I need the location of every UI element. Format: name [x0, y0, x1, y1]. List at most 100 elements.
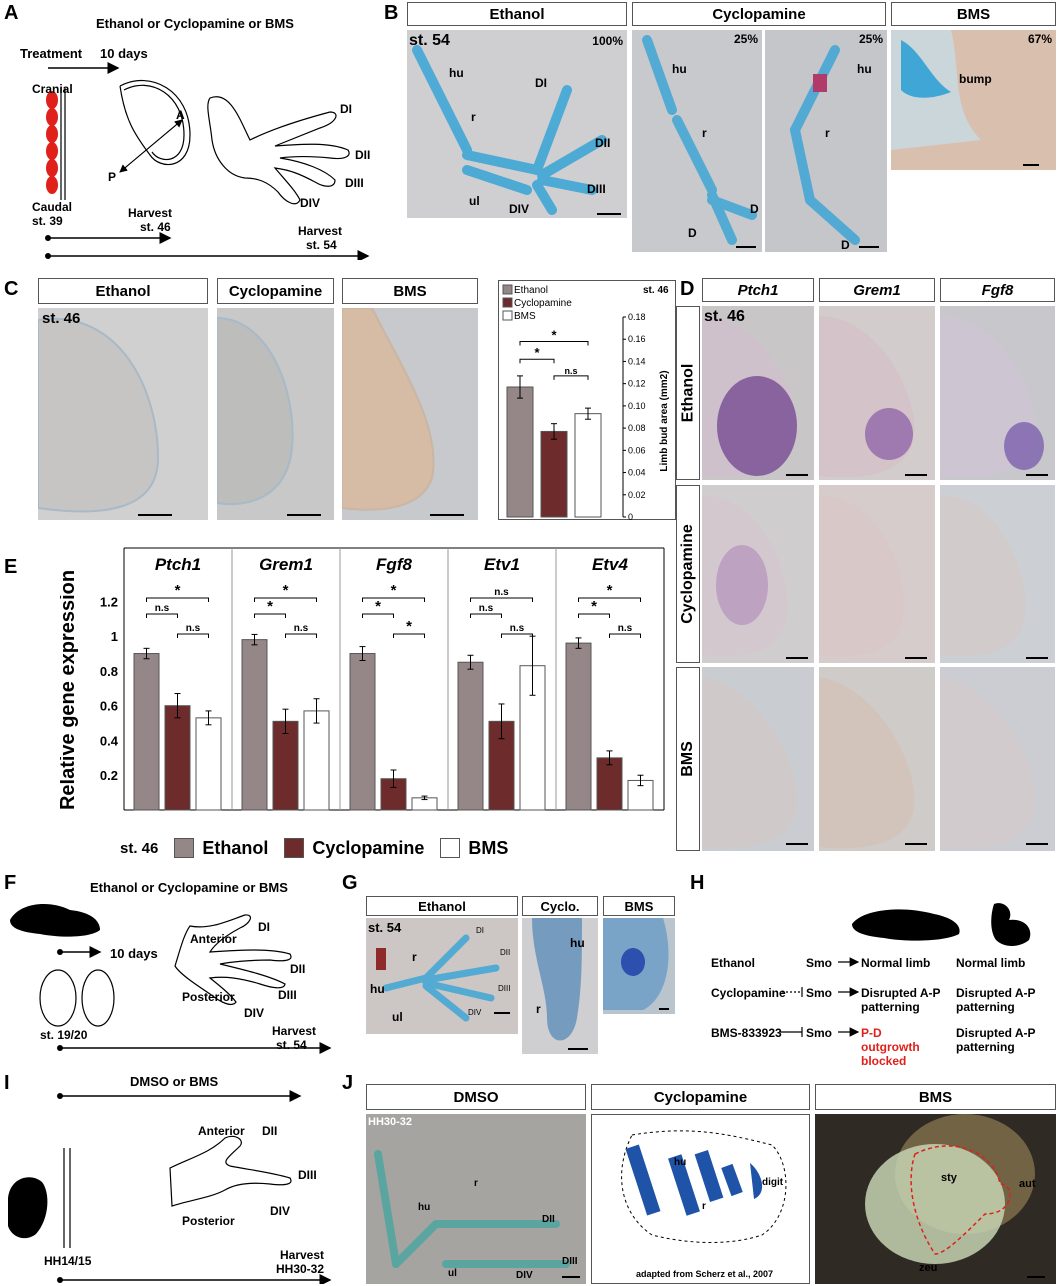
limb-label: hu — [672, 62, 687, 76]
harvest-label: Harvest — [280, 1248, 325, 1262]
sig-label: n.s — [155, 603, 170, 614]
digit-label: DIII — [345, 176, 364, 190]
sig-label: n.s — [186, 623, 201, 634]
bar-cyclopamine — [540, 430, 568, 518]
sig-label: n.s — [564, 366, 577, 376]
stage-label: st. 54 — [409, 32, 450, 49]
header-bms: BMS — [342, 278, 478, 304]
limb-label: DIII — [498, 984, 511, 993]
panel-i-schematic — [8, 1090, 332, 1284]
credit-label: adapted from Scherz et al., 2007 — [636, 1269, 774, 1279]
gene-label: Etv1 — [484, 555, 520, 574]
fgf8-ethanol-photo — [940, 306, 1055, 480]
limb-label: D — [750, 202, 759, 216]
ethanol-bud-photo: st. 46 — [38, 308, 208, 520]
limb-label: DI — [476, 926, 484, 935]
sig-label: * — [406, 618, 412, 635]
limb-label: hu — [857, 62, 872, 76]
y-tick-label: 0.2 — [100, 768, 118, 783]
header-bms: BMS — [815, 1084, 1056, 1110]
y-tick-label: 0.04 — [628, 468, 646, 478]
panel-a-days: 10 days — [100, 46, 148, 61]
grem1-cyclopamine-photo — [819, 485, 935, 663]
limb-label: hu — [570, 936, 585, 950]
digit-label: DI — [258, 920, 270, 934]
gene-expression-chart: Relative gene expression 0.2 0.4 0.6 0.8 1 1.2… — [57, 540, 674, 840]
limb-label: DIV — [468, 1008, 482, 1017]
h-drug: Ethanol — [711, 956, 755, 970]
header-ethanol: Ethanol — [38, 278, 208, 304]
sig-bracket — [362, 613, 394, 618]
harvest-46-stage: st. 46 — [140, 220, 171, 234]
sig-bracket — [362, 597, 425, 602]
sig-bracket — [146, 597, 209, 602]
sig-label: * — [607, 582, 613, 599]
legend-bms: BMS — [468, 837, 509, 858]
limb-label: D — [688, 226, 697, 240]
h-drug: Cyclopamine — [711, 986, 786, 1000]
sig-bracket — [177, 633, 209, 638]
chart-e-legend: st. 46 Ethanol Cyclopamine BMS — [120, 836, 540, 860]
legend-stage: st. 46 — [120, 839, 159, 857]
header-dmso: DMSO — [366, 1084, 586, 1110]
harvest-stage: st. 54 — [276, 1038, 307, 1052]
y-tick-label: 0.16 — [628, 334, 646, 344]
limb-label: r — [702, 126, 707, 140]
sig-label: * — [175, 582, 181, 599]
bar-etv4-cyclopamine — [596, 757, 623, 811]
digit-label: DIII — [278, 988, 297, 1002]
limb-label: DIV — [509, 202, 530, 216]
panel-a-label: A — [4, 2, 19, 24]
bar-ethanol — [506, 386, 534, 518]
header-ptch1: Ptch1 — [702, 278, 814, 302]
limb-label: digit — [762, 1177, 784, 1188]
sig-label: * — [391, 582, 397, 599]
header-bms: BMS — [603, 896, 675, 916]
harvest-54-stage: st. 54 — [306, 238, 337, 252]
panel-h-label: H — [690, 872, 705, 894]
limb-label: ul — [392, 1010, 403, 1024]
sig-bracket — [501, 633, 533, 638]
limb-label: DII — [500, 948, 511, 957]
h-target: Smo — [806, 986, 833, 1000]
y-tick-label: 0.08 — [628, 423, 646, 433]
grem1-ethanol-photo — [819, 306, 935, 480]
axis-a-label: A — [176, 108, 185, 122]
bms-wing-photo: sty aut zeu — [815, 1114, 1056, 1284]
sig-bracket — [470, 613, 502, 618]
panel-g-label: G — [342, 872, 358, 894]
sig-label: n.s — [479, 603, 494, 614]
limb-label: hu — [449, 66, 464, 80]
panel-c-label: C — [4, 278, 19, 300]
limb-label: hu — [674, 1157, 687, 1168]
panel-a-treatment: Treatment — [20, 46, 83, 61]
sig-bracket — [578, 613, 610, 618]
harvest-46-label: Harvest — [128, 206, 173, 220]
stage-hh14-label: HH14/15 — [44, 1254, 92, 1268]
ethanol-limb-photo: st. 54 100% hu r ul DI DII DIII DIV — [407, 30, 627, 218]
percent-label: 100% — [592, 34, 623, 48]
harvest-label: Harvest — [272, 1024, 317, 1038]
limb-label: DIII — [562, 1256, 578, 1267]
stage-label: HH30-32 — [368, 1116, 413, 1128]
cyclopamine-limb-photo-1: 25% hu r D D — [632, 30, 762, 252]
y-tick-label: 1.2 — [100, 594, 118, 609]
limb-label: sty — [941, 1172, 957, 1184]
limb-label: D — [841, 238, 850, 252]
y-tick-label: 0.06 — [628, 445, 646, 455]
bms-limb-photo — [603, 918, 675, 1014]
limb-label: r — [536, 1002, 541, 1016]
legend-swatch-cyclopamine — [284, 838, 305, 858]
anterior-label: Anterior — [198, 1124, 245, 1138]
y-tick-label: 0.14 — [628, 356, 646, 366]
digit-label: DIV — [300, 196, 321, 210]
bar-fgf8-ethanol — [349, 653, 376, 811]
legend-swatch-bms — [440, 838, 461, 858]
cyclo-limb-photo: hu r — [522, 918, 598, 1054]
panel-e-label: E — [4, 556, 18, 578]
limb-label: ul — [448, 1268, 457, 1279]
sig-bracket — [609, 633, 641, 638]
cranial-label: Cranial — [32, 82, 73, 96]
limb-label: DIV — [516, 1270, 533, 1281]
legend-label: Ethanol — [514, 285, 548, 296]
